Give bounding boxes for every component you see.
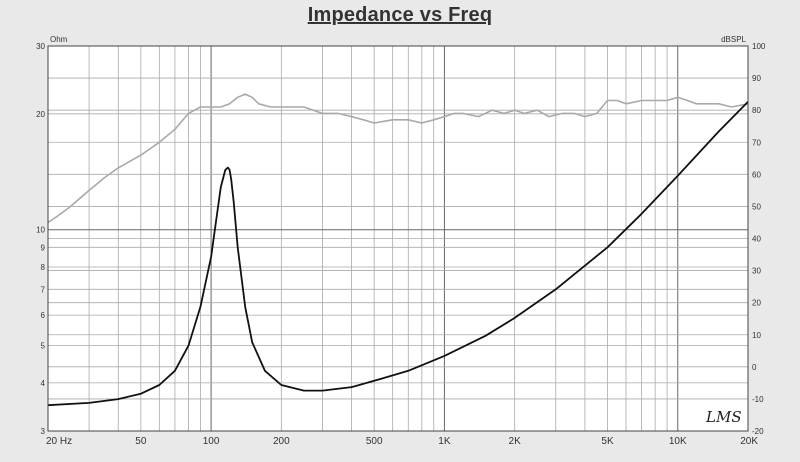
x-tick-label: 50	[135, 436, 147, 447]
y-right-tick-label: 60	[752, 170, 761, 179]
x-tick-label: 5K	[601, 436, 614, 447]
y-left-tick-label: 4	[41, 379, 46, 388]
y-left-unit-label: Ohm	[50, 35, 68, 44]
y-right-tick-label: -20	[752, 427, 764, 436]
y-left-tick-label: 30	[36, 42, 45, 51]
x-tick-label: 2K	[509, 436, 522, 447]
x-axis-ticks: 20 Hz 50 100 200 500 1K 2K 5K 10K 20K	[46, 436, 758, 447]
spl-curve	[47, 93, 749, 224]
y-right-tick-label: 0	[752, 363, 757, 372]
y-left-tick-label: 7	[41, 285, 46, 294]
y-left-tick-label: 9	[41, 243, 46, 252]
y-right-tick-label: 10	[752, 331, 761, 340]
grid	[48, 46, 748, 431]
y-right-tick-label: 40	[752, 235, 761, 244]
chart-title: Impedance vs Freq	[307, 4, 493, 26]
y-left-tick-label: 3	[41, 427, 46, 436]
y-right-tick-label: 20	[752, 299, 761, 308]
y-left-tick-label: 20	[36, 110, 45, 119]
y-right-tick-label: 30	[752, 267, 761, 276]
y-right-tick-label: 50	[752, 202, 761, 211]
x-tick-label: 10K	[669, 436, 687, 447]
y-left-tick-label: 10	[36, 226, 45, 235]
x-tick-label: 1K	[438, 436, 451, 447]
x-tick-label: 100	[203, 436, 220, 447]
x-tick-label: 200	[273, 436, 290, 447]
y-left-tick-label: 8	[41, 263, 46, 272]
y-left-axis-ticks: 3 4 5 6 7 8 9 10 20 30	[36, 42, 45, 436]
y-left-tick-label: 5	[41, 342, 46, 351]
impedance-curve	[47, 101, 749, 407]
lms-watermark: LMS	[705, 408, 742, 426]
y-right-tick-label: 80	[752, 106, 761, 115]
y-right-tick-label: 90	[752, 74, 761, 83]
y-right-tick-label: -10	[752, 395, 764, 404]
y-right-axis-ticks: -20 -10 0 10 20 30 40 50 60 70 80 90 100	[752, 42, 766, 436]
y-right-unit-label: dBSPL	[721, 35, 746, 44]
plot-border	[47, 45, 749, 432]
y-right-tick-label: 100	[752, 42, 766, 51]
y-right-tick-label: 70	[752, 138, 761, 147]
x-tick-label: 500	[366, 436, 383, 447]
x-tick-label: 20 Hz	[46, 436, 72, 447]
x-tick-label: 20K	[740, 436, 758, 447]
y-left-tick-label: 6	[41, 311, 46, 320]
series-layer	[47, 93, 749, 407]
